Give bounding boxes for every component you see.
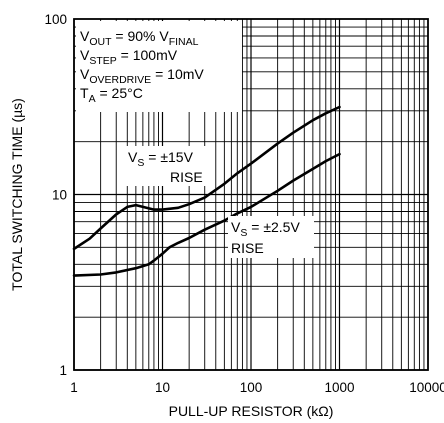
x-tick-label: 1000 — [324, 380, 354, 395]
y-axis-label: TOTAL SWITCHING TIME (µs) — [9, 98, 25, 291]
chart-series — [72, 105, 341, 277]
condition-line: TA = 25°C — [80, 85, 143, 105]
plot-frame — [73, 18, 429, 371]
series-line-1 — [72, 105, 341, 251]
y-tick-label: 100 — [44, 12, 67, 27]
x-axis-label: PULL-UP RESISTOR (kΩ) — [169, 403, 334, 419]
condition-line: VOUT = 90% VFINAL — [80, 28, 199, 48]
x-tick-label: 100 — [240, 380, 263, 395]
condition-line: VSTEP = 100mV — [80, 47, 178, 67]
y-tick-label: 1 — [59, 363, 67, 378]
series-line-2 — [72, 152, 341, 277]
series-label-2-line2: RISE — [231, 240, 264, 256]
series-label-bg-1 — [124, 146, 210, 186]
series-label-bg-2 — [228, 216, 314, 258]
tick-labels: 1 10 100 1000 10000 1 10 100 — [44, 12, 444, 395]
series-label-1-line2: RISE — [170, 169, 203, 185]
series-label-1: VS = ±15V — [128, 149, 194, 169]
x-tick-label: 1 — [70, 380, 78, 395]
x-tick-label: 10 — [155, 380, 170, 395]
series-label-2: VS = ±2.5V — [231, 219, 300, 239]
conditions-background — [76, 21, 242, 112]
y-tick-label: 10 — [52, 188, 67, 203]
x-tick-label: 10000 — [409, 380, 444, 395]
condition-line: VOVERDRIVE = 10mV — [80, 66, 204, 86]
